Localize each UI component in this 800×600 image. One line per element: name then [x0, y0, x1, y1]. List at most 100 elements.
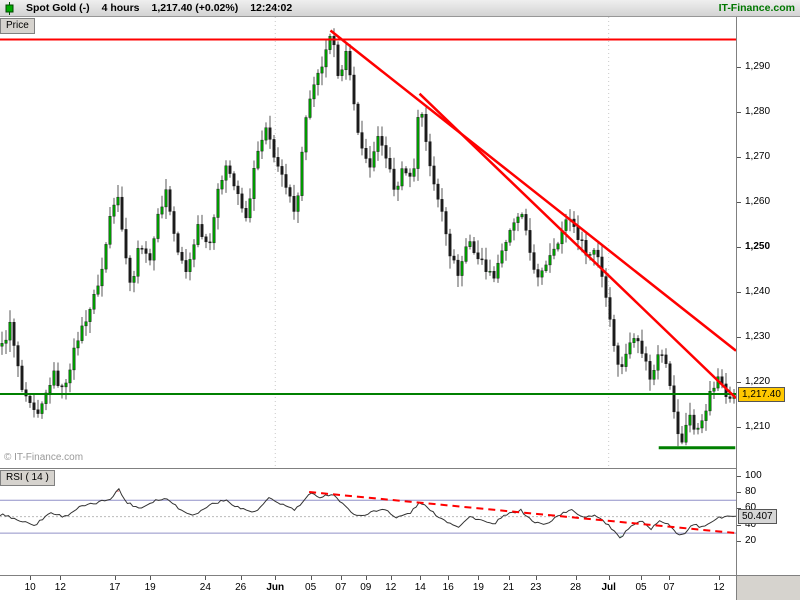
time-tick-mark — [310, 576, 312, 580]
candle — [540, 270, 544, 278]
candle — [288, 187, 292, 197]
candle — [216, 188, 220, 218]
price-tick-label: 1,270 — [745, 150, 771, 162]
time-tick-mark — [240, 576, 242, 580]
candle — [472, 241, 476, 253]
time-tick-mark — [420, 576, 422, 580]
rsi-tick-mark — [737, 475, 741, 477]
candle — [392, 168, 396, 190]
price-tick-label: 1,290 — [745, 60, 771, 72]
rsi-tick-mark — [737, 524, 741, 526]
candle — [312, 84, 316, 100]
candle — [212, 217, 216, 244]
trendline[interactable] — [329, 29, 736, 352]
price-tick-mark — [737, 382, 741, 384]
candle — [596, 249, 600, 258]
candle — [172, 211, 176, 234]
candle — [612, 319, 616, 346]
candle — [328, 36, 332, 50]
candle — [244, 208, 248, 219]
candle — [548, 255, 552, 266]
candle — [180, 252, 184, 261]
candle — [136, 248, 140, 277]
candlestick-icon — [5, 1, 14, 15]
candle — [64, 382, 68, 388]
time-tick-label: 12 — [713, 582, 725, 593]
candle — [28, 395, 32, 403]
watermark: © IT-Finance.com — [4, 452, 84, 463]
candle — [448, 233, 452, 257]
time-tick-mark — [30, 576, 32, 580]
trendline[interactable] — [418, 92, 736, 399]
candle — [140, 248, 144, 250]
candle — [208, 241, 212, 244]
candle — [604, 276, 608, 298]
candle — [236, 185, 240, 195]
candle — [16, 345, 20, 367]
candle — [248, 198, 252, 219]
time-tick-mark — [478, 576, 480, 580]
candle — [660, 354, 664, 356]
candle — [72, 347, 76, 371]
price-tick-label: 1,280 — [745, 105, 771, 117]
rsi-tick-label: 80 — [745, 486, 757, 497]
candle — [544, 264, 548, 271]
candle — [680, 433, 684, 443]
timeframe-label: 4 hours — [101, 2, 140, 14]
time-tick-label: 12 — [385, 582, 397, 593]
price-tick-mark — [737, 111, 741, 113]
candle — [432, 165, 436, 185]
candle — [192, 244, 196, 260]
candle — [384, 145, 388, 159]
rsi-tick-label: 20 — [745, 535, 757, 547]
candle — [320, 66, 324, 74]
candle — [624, 353, 628, 367]
candle — [580, 239, 584, 241]
candle — [88, 309, 92, 322]
tab-rsi[interactable]: RSI ( 14 ) — [0, 470, 55, 486]
time-tick-label: 10 — [24, 582, 36, 593]
price-tick-mark — [737, 247, 741, 248]
candle — [684, 424, 688, 443]
clock: 12:24:02 — [250, 2, 293, 14]
candle — [224, 165, 228, 181]
candle — [260, 139, 264, 152]
candle — [124, 229, 128, 259]
candle — [372, 151, 376, 168]
candle — [100, 268, 104, 287]
candle — [556, 243, 560, 250]
candle — [340, 69, 344, 76]
candle — [708, 391, 712, 412]
time-tick-mark — [150, 576, 152, 580]
rsi-chart[interactable] — [0, 469, 736, 575]
time-tick-label: 09 — [360, 582, 372, 593]
axis-corner — [736, 575, 800, 600]
candle — [688, 414, 692, 426]
candle — [256, 150, 260, 169]
price-tick-mark — [737, 292, 741, 294]
candle — [300, 151, 304, 196]
time-tick-mark — [448, 576, 450, 580]
candle — [664, 354, 668, 364]
candle — [492, 271, 496, 279]
candle — [396, 185, 400, 190]
candle — [296, 195, 300, 212]
candle — [620, 364, 624, 367]
time-tick-label: 12 — [54, 582, 66, 593]
candle — [52, 370, 56, 386]
time-tick-mark — [535, 576, 537, 580]
price-tick-label: 1,220 — [745, 376, 771, 388]
candle — [564, 219, 568, 231]
candle — [164, 189, 168, 208]
tab-price[interactable]: Price — [0, 18, 35, 34]
candle — [496, 262, 500, 279]
candle — [116, 196, 120, 206]
candle — [188, 259, 192, 272]
candle — [520, 214, 524, 218]
candle — [0, 343, 4, 347]
time-axis: 10 12 17 19 24 26 Jun 05 07 09 12 14 16 19 21 23 28 Jul 05… — [0, 575, 737, 600]
time-tick-mark — [719, 576, 721, 580]
candle — [428, 141, 432, 167]
candle — [456, 259, 460, 276]
price-chart[interactable] — [0, 17, 736, 468]
